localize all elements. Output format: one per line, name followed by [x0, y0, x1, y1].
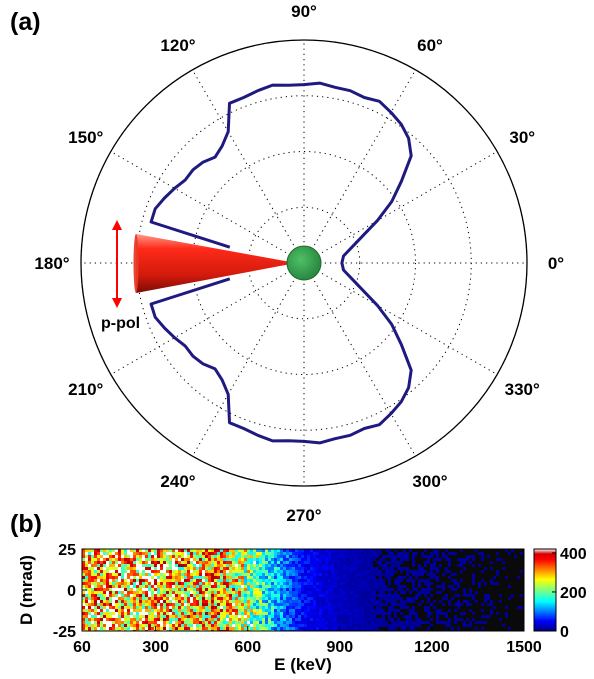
angle-tick-label: 30° [509, 128, 535, 147]
y-axis-ticks: 25 0 -25 [53, 542, 87, 641]
angle-tick-label: 0° [548, 254, 564, 273]
panel-label-a: (a) [10, 8, 41, 36]
x-tick-label: 600 [234, 639, 261, 656]
angle-spoke [110, 262, 305, 375]
angle-spoke [192, 262, 305, 457]
angle-spoke [192, 69, 305, 264]
y-axis-label: D (mrad) [17, 555, 36, 625]
angle-tick-label: 270° [286, 506, 321, 525]
colorbar-tick-label: 0 [560, 624, 569, 641]
angle-tick-label: 210° [68, 380, 103, 399]
laser-cone [136, 234, 296, 293]
angle-spoke [303, 262, 416, 457]
angle-spoke [110, 151, 305, 264]
colorbar [533, 548, 557, 632]
heatmap-panel: 60 300 600 900 1200 1500 25 0 -25 E (keV) D (mr… [17, 542, 587, 674]
x-tick-label: 900 [326, 639, 353, 656]
x-axis-ticks: 60 300 600 900 1200 1500 [73, 626, 542, 656]
x-tick-label: 60 [73, 639, 91, 656]
angle-tick-label: 150° [68, 128, 103, 147]
colorbar-tick-label: 200 [560, 585, 587, 602]
angle-tick-label: 300° [412, 472, 447, 491]
laser-cone-base [133, 234, 139, 293]
polar-plot: 0° 30° 60° 90° 120° 150° 180° 210° 240° 270° 300° 3… [34, 2, 564, 525]
angle-tick-label: 90° [291, 2, 317, 21]
target-sphere [286, 245, 322, 281]
x-tick-label: 1500 [506, 639, 542, 656]
angular-distribution-curve [149, 81, 413, 445]
angle-tick-label: 330° [505, 380, 540, 399]
angle-tick-label: 60° [417, 36, 443, 55]
polar-outer-circle [80, 39, 528, 487]
angle-labels: 0° 30° 60° 90° 120° 150° 180° 210° 240° 270° 300° 3… [34, 2, 564, 525]
angle-tick-label: 120° [160, 36, 195, 55]
heatmap-image [82, 549, 524, 631]
radial-gridline [247, 206, 361, 320]
colorbar-tick-label: 400 [560, 546, 587, 563]
y-tick-label: -25 [53, 624, 76, 641]
x-axis-label: E (keV) [274, 655, 332, 674]
p-pol-label: p-pol [101, 315, 140, 332]
y-tick-label: 25 [58, 542, 76, 559]
colorbar-ticks: 0 200 400 [552, 546, 587, 641]
angle-spoke [303, 151, 498, 264]
angle-spoke [303, 262, 498, 375]
angle-tick-label: 240° [160, 472, 195, 491]
angle-tick-label: 180° [34, 254, 69, 273]
angle-spoke [303, 69, 416, 264]
x-tick-label: 1200 [414, 639, 450, 656]
x-tick-label: 300 [142, 639, 169, 656]
radial-gridline [192, 151, 416, 375]
panel-label-b: (b) [10, 510, 42, 538]
y-tick-label: 0 [67, 583, 76, 600]
p-pol-arrow [112, 220, 122, 308]
